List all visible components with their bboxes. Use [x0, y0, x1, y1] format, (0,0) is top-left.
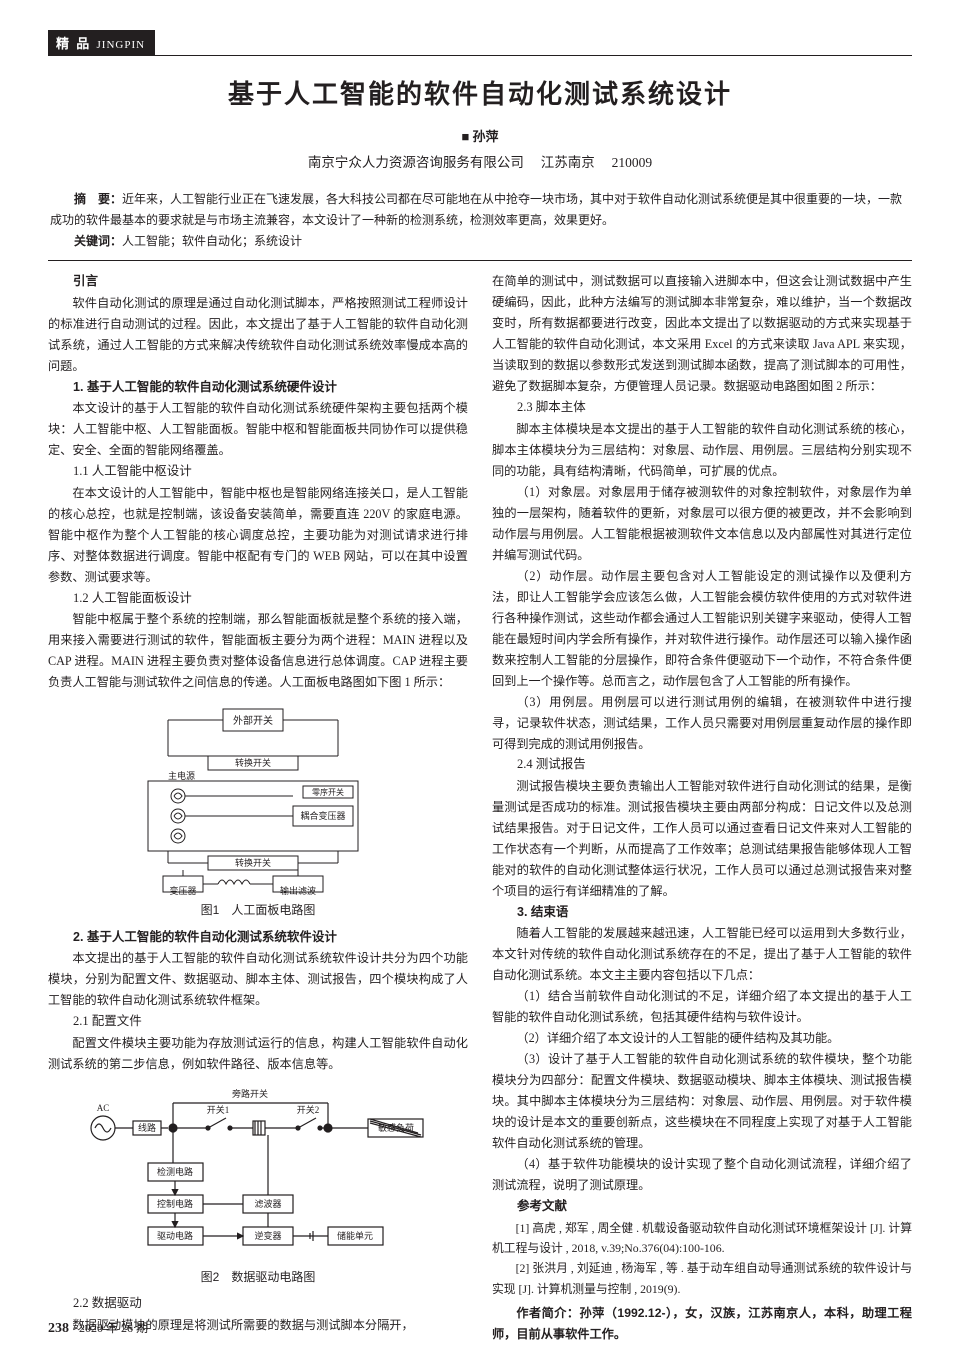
- fig2-label-drive: 驱动电路: [157, 1230, 193, 1241]
- references: [1] 高虎 , 郑军 , 周全健 . 机载设备驱动软件自动化测试环境框架设计 …: [492, 1218, 912, 1299]
- affiliation-place: 江苏南京: [541, 155, 595, 170]
- s1-p1: 本文设计的基于人工智能的软件自动化测试系统硬件架构主要包括两个模块：人工智能中枢…: [48, 398, 468, 461]
- fig2-label-ac: AC: [97, 1103, 110, 1113]
- s11-heading: 1.1 人工智能中枢设计: [48, 461, 468, 483]
- fig2-caption: 图2 数据驱动电路图: [48, 1267, 468, 1288]
- fig2-label-detect: 检测电路: [157, 1166, 193, 1177]
- s11-p1: 在本文设计的人工智能中，智能中枢也是智能网络连接关口，是人工智能的核心总控，也就…: [48, 483, 468, 588]
- s12-p1: 智能中枢属于整个系统的控制端，那么智能面板就是整个系统的接入端，用来接入需要进行…: [48, 609, 468, 693]
- fig2-label-load: 敏感负荷: [378, 1122, 414, 1133]
- page-number: 238: [48, 1321, 69, 1336]
- abstract-divider: [48, 260, 912, 261]
- s23-p1: 脚本主体模块是本文提出的基于人工智能的软件自动化测试系统的核心，脚本主体模块分为…: [492, 419, 912, 482]
- fig2-label-sw1: 开关1: [207, 1104, 230, 1115]
- fig1-label-zero: 零序开关: [312, 787, 344, 797]
- figure-2: AC 线路 旁路开关 开关1: [48, 1083, 468, 1288]
- fig2-label-filter: 滤波器: [254, 1198, 281, 1209]
- fig1-label-coupling: 耦合变压器: [300, 810, 345, 821]
- ref-2: [2] 张洪月 , 刘延迪 , 杨海军 , 等 . 基于动车组自动导通测试系统的…: [492, 1258, 912, 1299]
- figure-1: 外部开关 转换开关 主电源: [48, 701, 468, 921]
- fig1-svg: 外部开关 转换开关 主电源: [108, 701, 408, 896]
- keywords-text: 人工智能；软件自动化；系统设计: [122, 234, 302, 248]
- s3-p2: （1）结合当前软件自动化测试的不足，详细介绍了本文提出的基于人工智能的软件自动化…: [492, 986, 912, 1028]
- header-category-bar: 精 品 JINGPIN: [48, 30, 912, 55]
- fig1-label-transfer: 转换开关: [235, 757, 271, 768]
- author-bio: 作者简介：孙萍（1992.12-），女，汉族，江苏南京人，本科，助理工程师，目前…: [492, 1303, 912, 1345]
- col2-p1: 在简单的测试中，测试数据可以直接输入进脚本中，但这会让测试数据中产生硬编码，因此…: [492, 271, 912, 397]
- fig2-label-sw2: 开关2: [297, 1104, 320, 1115]
- fig2-svg: AC 线路 旁路开关 开关1: [78, 1083, 438, 1263]
- fig1-label-main: 主电源: [168, 770, 195, 781]
- fig2-label-bypass: 旁路开关: [232, 1088, 268, 1099]
- page-footer: 238 · 2020 年 26 期: [48, 1319, 148, 1337]
- s12-heading: 1.2 人工智能面板设计: [48, 588, 468, 610]
- s21-p1: 配置文件模块主要功能为存放测试运行的信息，构建人工智能软件自动化测试系统的第二步…: [48, 1033, 468, 1075]
- header-category: 精 品: [56, 36, 91, 51]
- abstract-label: 摘 要：: [74, 192, 122, 206]
- s23-p2: （1）对象层。对象层用于储存被测软件的对象控制软件，对象层作为单独的一层架构，随…: [492, 482, 912, 566]
- body-columns: 引言 软件自动化测试的原理是通过自动化测试脚本，严格按照测试工程师设计的标准进行…: [48, 271, 912, 1344]
- s3-p5: （4）基于软件功能模块的设计实现了整个自动化测试流程，详细介绍了测试流程，说明了…: [492, 1154, 912, 1196]
- s2-heading: 2. 基于人工智能的软件自动化测试系统软件设计: [48, 927, 468, 949]
- refs-heading: 参考文献: [492, 1196, 912, 1218]
- header-rule: [48, 55, 912, 56]
- intro-p1: 软件自动化测试的原理是通过自动化测试脚本，严格按照测试工程师设计的标准进行自动测…: [48, 293, 468, 377]
- fig2-label-inverter: 逆变器: [254, 1230, 281, 1241]
- fig2-label-storage: 储能单元: [337, 1230, 373, 1241]
- fig1-label-ext: 外部开关: [233, 714, 273, 727]
- fig1-label-output: 输出滤波: [280, 885, 316, 896]
- s24-p1: 测试报告模块主要负责输出人工智能对软件进行自动化测试的结果，是衡量测试是否成功的…: [492, 776, 912, 902]
- fig2-label-line: 线路: [138, 1122, 156, 1133]
- fig1-label-transfer2: 转换开关: [235, 857, 271, 868]
- abstract-text: 近年来，人工智能行业正在飞速发展，各大科技公司都在尽可能地在从中抢夺一块市场，其…: [50, 192, 902, 227]
- fig1-label-transformer: 变压器: [169, 885, 196, 896]
- s24-heading: 2.4 测试报告: [492, 754, 912, 776]
- s22-heading: 2.2 数据驱动: [48, 1293, 468, 1315]
- s23-p4: （3）用例层。用例层可以进行测试用例的编辑，在被测软件中进行搜寻，记录软件状态，…: [492, 692, 912, 755]
- keywords-label: 关键词：: [74, 234, 122, 248]
- article-title: 基于人工智能的软件自动化测试系统设计: [48, 74, 912, 111]
- issue-label: · 2020 年 26 期: [72, 1321, 148, 1335]
- s1-heading: 1. 基于人工智能的软件自动化测试系统硬件设计: [48, 377, 468, 399]
- affiliation-zip: 210009: [612, 155, 653, 170]
- author-square: ■: [461, 129, 469, 144]
- author-name: 孙萍: [473, 129, 499, 144]
- s23-heading: 2.3 脚本主体: [492, 397, 912, 419]
- s3-p3: （2）详细介绍了本文设计的人工智能的硬件结构及其功能。: [492, 1028, 912, 1049]
- author-block: ■ 孙萍 南京宁众人力资源咨询服务有限公司 江苏南京 210009: [48, 125, 912, 175]
- fig1-caption: 图1 人工面板电路图: [48, 900, 468, 921]
- intro-heading: 引言: [48, 271, 468, 293]
- header-pinyin: JINGPIN: [97, 39, 146, 51]
- s3-p4: （3）设计了基于人工智能的软件自动化测试系统的软件模块，整个功能模块分为四部分：…: [492, 1049, 912, 1154]
- s23-p3: （2）动作层。动作层主要包含对人工智能设定的测试操作以及便利方法，即让人工智能学…: [492, 566, 912, 692]
- s21-heading: 2.1 配置文件: [48, 1011, 468, 1033]
- s3-p1: 随着人工智能的发展越来越迅速，人工智能已经可以运用到大多数行业，本文针对传统的软…: [492, 923, 912, 986]
- abstract-block: 摘 要：近年来，人工智能行业正在飞速发展，各大科技公司都在尽可能地在从中抢夺一块…: [48, 189, 912, 252]
- s2-p1: 本文提出的基于人工智能的软件自动化测试系统软件设计共分为四个功能模块，分别为配置…: [48, 948, 468, 1011]
- s3-heading: 3. 结束语: [492, 902, 912, 924]
- ref-1: [1] 高虎 , 郑军 , 周全健 . 机载设备驱动软件自动化测试环境框架设计 …: [492, 1218, 912, 1259]
- affiliation-org: 南京宁众人力资源咨询服务有限公司: [308, 155, 524, 170]
- fig2-label-control: 控制电路: [157, 1198, 193, 1209]
